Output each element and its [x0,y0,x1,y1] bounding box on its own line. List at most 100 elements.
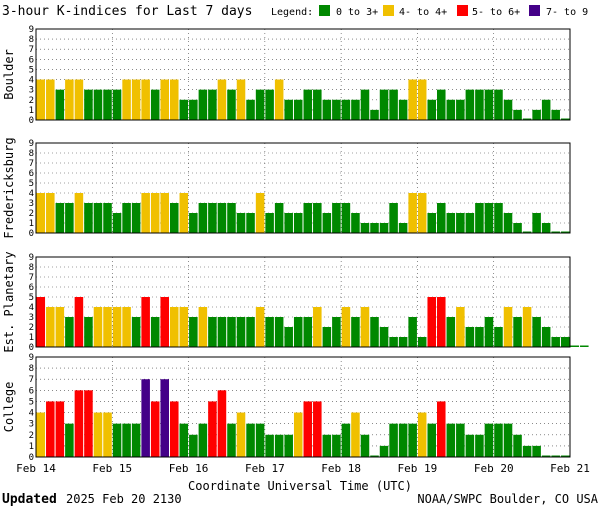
k-index-bar [551,455,560,457]
k-index-bar [370,317,379,347]
y-tick-label: 3 [29,313,34,323]
k-index-bar [351,99,360,120]
k-index-bar [74,390,84,457]
k-index-bar [389,203,398,233]
y-tick-label: 2 [29,209,34,219]
k-index-bar [417,79,427,120]
k-index-bar [551,109,560,120]
k-index-bar [360,89,370,120]
y-tick-label: 7 [29,45,34,55]
k-index-bar [417,193,427,233]
footer: Updated 2025 Feb 20 2130 NOAA/SWPC Bould… [2,492,599,507]
k-index-bar [408,79,417,120]
k-index-bar [379,445,389,457]
k-index-bar [475,89,484,120]
k-index-bar [265,317,274,347]
k-index-bar [398,223,408,233]
k-index-bar [427,423,436,457]
k-index-bar [150,401,160,457]
k-index-bar [160,193,169,233]
k-index-bar [189,213,198,233]
k-index-bar [255,89,265,120]
y-tick-label: 1 [29,333,34,343]
k-index-bar [217,390,227,457]
panel-label: Boulder [2,49,16,100]
y-tick-label: 3 [29,199,34,209]
legend-entry-quiet: 0 to 3+ [336,7,378,18]
chart-title: 3-hour K-indices for Last 7 days [2,4,252,19]
y-tick-label: 6 [29,55,34,65]
k-index-bar [236,317,246,347]
k-index-bar [522,307,532,347]
k-index-bar [398,423,408,457]
k-index-bar [475,434,484,457]
y-tick-label: 7 [29,375,34,385]
k-index-bar [465,327,475,347]
x-tick-label: Feb 20 [474,462,514,475]
k-index-bar [131,79,141,120]
k-index-bar [93,203,103,233]
legend-swatch-storm [457,5,468,16]
k-index-bar [236,213,246,233]
k-index-bar [360,434,370,457]
y-tick-label: 9 [29,353,34,363]
k-index-bar [560,118,570,120]
y-tick-label: 9 [29,25,34,35]
k-index-bar [313,307,322,347]
k-index-bar [522,445,532,457]
k-index-bar [170,79,179,120]
y-tick-label: 1 [29,219,34,229]
k-index-bar [494,89,503,120]
k-index-bar [503,99,513,120]
k-index-bar [351,412,360,457]
k-index-bar [370,223,379,233]
legend-swatch-severe [529,5,540,16]
k-index-bar [513,317,522,347]
k-index-bar [532,213,541,233]
k-index-bar [65,317,74,347]
y-tick-label: 1 [29,106,34,116]
k-index-bar [84,89,93,120]
k-index-bar [437,297,446,347]
legend-swatch-quiet [319,5,330,16]
panel-label: Fredericksburg [2,137,16,238]
k-index-bar [141,79,150,120]
k-index-bar [427,99,436,120]
k-index-bar [246,99,255,120]
k-index-bar [284,213,293,233]
k-index-bar [417,337,427,347]
k-index-bar [379,89,389,120]
k-index-bar [322,327,332,347]
k-index-bar [332,317,341,347]
chart-panels: 0123456789Boulder0123456789Fredericksbur… [2,25,589,463]
k-index-bar [398,337,408,347]
k-index-bar [370,455,379,457]
k-index-bar [84,317,93,347]
k-index-bar [208,89,217,120]
k-index-bar [141,297,150,347]
k-index-bar [46,307,55,347]
k-index-bar [360,307,370,347]
k-index-bar [456,307,465,347]
y-tick-label: 2 [29,431,34,441]
legend-entry-storm: 5- to 6+ [472,7,520,18]
k-index-bar [522,118,532,120]
y-tick-label: 4 [29,189,34,199]
k-index-bar [293,99,303,120]
k-index-bar [513,109,522,120]
k-index-bar [389,423,398,457]
k-index-bar [351,317,360,347]
k-index-bar [332,434,341,457]
k-index-bar [513,223,522,233]
k-index-bar [160,297,169,347]
k-index-bar [74,193,84,233]
y-tick-label: 2 [29,323,34,333]
k-index-bar [255,307,265,347]
k-index-bar [284,327,293,347]
k-index-bar [36,297,46,347]
x-tick-label: Feb 15 [92,462,132,475]
k-index-bar [103,412,112,457]
k-index-bar [93,412,103,457]
k-index-bar [198,89,208,120]
